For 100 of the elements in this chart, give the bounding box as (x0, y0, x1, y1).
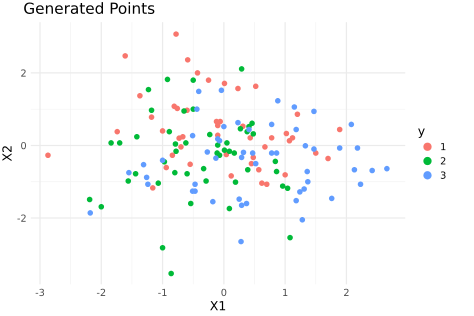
point (302, 143, 308, 149)
point (173, 148, 179, 154)
x-axis-title: X1 (210, 301, 226, 310)
point (148, 107, 154, 114)
point (156, 180, 162, 186)
legend-label: 1 (441, 143, 446, 150)
point (98, 204, 104, 210)
legend-label: 2 (440, 157, 446, 164)
point (192, 182, 198, 188)
point (213, 155, 219, 161)
point (187, 162, 193, 168)
point (282, 172, 288, 178)
point (206, 132, 213, 138)
point (336, 126, 342, 132)
point (125, 178, 132, 184)
point (293, 126, 299, 132)
point (274, 150, 280, 156)
point (328, 196, 335, 202)
legend-label: 3 (440, 171, 446, 179)
point (268, 150, 274, 156)
x-tick-label: 2 (344, 288, 349, 296)
point (160, 128, 166, 134)
point (286, 138, 292, 144)
point (196, 88, 202, 94)
point (224, 140, 230, 146)
point (238, 154, 244, 160)
point (250, 150, 256, 156)
point (354, 145, 360, 151)
point (222, 80, 228, 86)
point (204, 149, 210, 155)
point (221, 124, 227, 130)
point (300, 217, 306, 223)
point (232, 150, 238, 156)
point (163, 164, 170, 170)
point (190, 132, 196, 138)
x-tick-label: -2 (96, 288, 106, 296)
point (173, 31, 179, 37)
point (293, 198, 299, 204)
point (180, 134, 186, 140)
point (311, 146, 317, 152)
point (188, 200, 194, 206)
point (284, 130, 290, 136)
point (292, 104, 298, 110)
point (200, 166, 206, 172)
point (172, 141, 178, 147)
chart-title: Generated Points (24, 2, 154, 14)
point (268, 135, 274, 141)
point (181, 108, 187, 114)
point (184, 57, 190, 63)
y-axis-title: X2 (2, 146, 12, 162)
point (294, 111, 300, 118)
point (311, 108, 317, 114)
point (238, 202, 244, 208)
point (114, 128, 120, 134)
point (252, 84, 259, 90)
y-tick-label: 0 (21, 142, 26, 150)
point (166, 128, 172, 134)
point (216, 152, 222, 158)
point (168, 270, 174, 276)
point (174, 106, 180, 112)
point (369, 168, 375, 174)
point (247, 135, 253, 141)
x-tick-label: 0 (221, 288, 226, 296)
point (45, 152, 51, 158)
point (259, 180, 265, 186)
point (140, 162, 146, 168)
point (184, 170, 190, 177)
point (336, 145, 342, 151)
point (304, 168, 310, 174)
point (170, 152, 176, 158)
point (232, 179, 238, 185)
point (226, 148, 232, 154)
point (240, 150, 246, 156)
point (226, 206, 232, 212)
x-tick-label: -1 (158, 288, 167, 296)
point (86, 196, 92, 202)
point (172, 170, 178, 176)
point (358, 182, 364, 188)
point (132, 170, 138, 177)
point (160, 244, 166, 251)
point (144, 174, 150, 180)
point (238, 126, 244, 132)
point (268, 122, 274, 128)
point (194, 70, 200, 76)
point (352, 166, 358, 173)
point (252, 160, 259, 166)
point (178, 144, 184, 150)
point (284, 185, 290, 192)
point (194, 106, 200, 112)
point (146, 86, 152, 92)
point (256, 166, 262, 173)
y-tick-label: -2 (17, 214, 26, 222)
point (183, 140, 189, 146)
point (122, 53, 128, 59)
point (250, 131, 256, 137)
point (116, 140, 122, 146)
point (137, 92, 143, 99)
point (238, 66, 244, 72)
point (108, 140, 114, 146)
point (210, 198, 216, 204)
